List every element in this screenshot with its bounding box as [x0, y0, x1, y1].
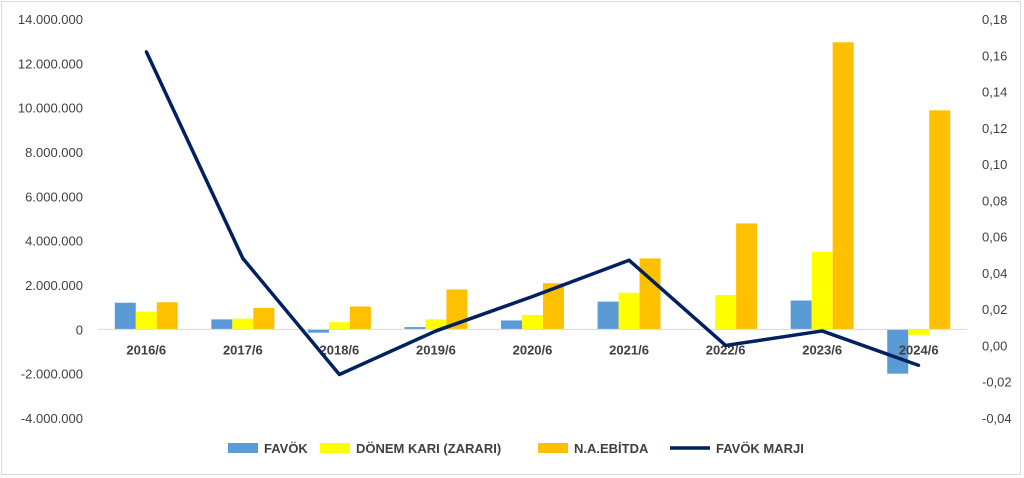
x-category-label: 2023/6	[802, 342, 842, 357]
bar-0-0	[114, 302, 136, 330]
y-left-tick-label: 12.000.000	[18, 56, 83, 71]
line-point-7	[820, 329, 824, 333]
x-category-label: 2016/6	[126, 342, 166, 357]
y-right-tick-label: -0,04	[982, 411, 1012, 426]
line-point-5	[627, 258, 631, 262]
bar-1-5	[618, 292, 640, 330]
y-left-tick-label: 8.000.000	[25, 145, 83, 160]
x-category-label: 2017/6	[223, 342, 263, 357]
legend-label: DÖNEM KARI (ZARARI)	[356, 441, 501, 456]
bar-1-7	[811, 251, 833, 330]
x-category-label: 2022/6	[706, 342, 746, 357]
y-left-tick-label: -4.000.000	[21, 411, 83, 426]
bar-1-2	[328, 322, 350, 330]
bar-1-3	[425, 319, 447, 330]
bar-2-3	[446, 289, 468, 330]
legend-swatch	[320, 443, 350, 453]
y-right-tick-label: 0,16	[982, 48, 1007, 63]
bar-0-1	[211, 319, 233, 330]
bar-1-4	[522, 314, 543, 330]
bar-1-6	[715, 294, 737, 330]
y-right-tick-label: 0,06	[982, 230, 1007, 245]
bar-2-4	[543, 283, 564, 330]
y-left-tick-label: 2.000.000	[25, 278, 83, 293]
y-left-tick-label: 14.000.000	[18, 12, 83, 27]
bar-1-1	[232, 318, 254, 330]
x-category-label: 2021/6	[609, 342, 649, 357]
x-category-label: 2019/6	[416, 342, 456, 357]
y-left-tick-label: 0	[76, 322, 83, 337]
bar-2-1	[253, 308, 275, 330]
bar-1-8	[908, 329, 930, 335]
y-left-tick-label: 6.000.000	[25, 189, 83, 204]
legend-swatch	[228, 443, 258, 453]
bar-0-4	[501, 320, 522, 330]
legend-label: N.A.EBİTDA	[574, 441, 649, 456]
line-point-3	[434, 329, 438, 333]
line-point-0	[144, 50, 148, 54]
bar-1-0	[135, 311, 157, 330]
x-category-label: 2020/6	[513, 342, 553, 357]
y-right-tick-label: 0,04	[982, 266, 1007, 281]
line-point-6	[724, 343, 728, 347]
bar-2-6	[736, 223, 758, 330]
bar-2-8	[929, 110, 951, 330]
bar-2-5	[639, 258, 661, 330]
y-right-tick-label: 0,12	[982, 121, 1007, 136]
line-point-2	[337, 372, 341, 376]
bar-0-2	[307, 329, 329, 333]
y-right-tick-label: 0,08	[982, 193, 1007, 208]
y-right-tick-label: 0,18	[982, 12, 1007, 27]
y-right-tick-label: 0,02	[982, 302, 1007, 317]
y-right-tick-label: 0,00	[982, 338, 1007, 353]
bar-2-7	[832, 42, 854, 330]
line-point-8	[917, 363, 921, 367]
line-point-1	[241, 256, 245, 260]
y-left-tick-label: -2.000.000	[21, 367, 83, 382]
bar-0-5	[597, 301, 619, 330]
bar-2-2	[349, 306, 371, 330]
y-right-tick-label: 0,10	[982, 157, 1007, 172]
bar-0-8	[887, 329, 909, 374]
y-left-tick-label: 4.000.000	[25, 234, 83, 249]
bar-2-0	[156, 302, 178, 330]
legend-label: FAVÖK	[264, 441, 308, 456]
x-category-label: 2018/6	[320, 342, 360, 357]
bar-0-3	[404, 327, 426, 330]
legend-label: FAVÖK MARJI	[716, 441, 804, 456]
x-category-label: 2024/6	[899, 342, 939, 357]
line-point-4	[531, 294, 534, 298]
y-right-tick-label: -0,02	[982, 375, 1012, 390]
legend-swatch	[538, 443, 568, 453]
y-left-tick-label: 10.000.000	[18, 101, 83, 116]
bar-0-7	[790, 300, 812, 330]
y-right-tick-label: 0,14	[982, 85, 1007, 100]
